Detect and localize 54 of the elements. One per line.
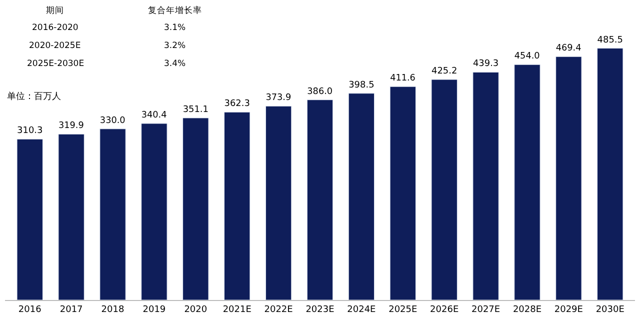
data-label: 425.2 bbox=[431, 66, 458, 77]
x-tick-label: 2026E bbox=[430, 304, 459, 315]
x-tick-label: 2027E bbox=[471, 304, 500, 315]
x-tick-label: 2022E bbox=[264, 304, 294, 315]
x-tick-label: 2025E bbox=[388, 304, 418, 315]
annotation: 2025E-2030E bbox=[27, 59, 84, 69]
x-tick-label: 2029E bbox=[554, 304, 584, 315]
data-label: 411.6 bbox=[390, 74, 416, 84]
data-label: 310.3 bbox=[17, 126, 43, 136]
bar bbox=[141, 123, 168, 300]
bar bbox=[431, 79, 458, 300]
data-label: 454.0 bbox=[514, 52, 540, 62]
annotation: 2020-2025E bbox=[29, 41, 81, 51]
bar bbox=[182, 118, 209, 300]
bar bbox=[306, 100, 334, 300]
data-label: 469.4 bbox=[556, 44, 582, 54]
x-tick-label: 2023E bbox=[306, 304, 335, 315]
bar bbox=[100, 128, 126, 300]
text: 3.1% bbox=[164, 23, 186, 33]
x-tick-label: 2016 bbox=[18, 304, 42, 315]
text: 复合年增长率 bbox=[148, 5, 202, 16]
data-label: 386.0 bbox=[307, 86, 333, 97]
data-label: 351.1 bbox=[182, 104, 209, 115]
x-tick-label: 2020 bbox=[184, 304, 208, 315]
data-label: 485.5 bbox=[597, 35, 623, 46]
bar bbox=[224, 112, 250, 300]
annotation: 3.4% bbox=[164, 59, 186, 69]
data-label: 319.9 bbox=[58, 121, 84, 132]
annotation: 3.2% bbox=[164, 41, 186, 51]
bar bbox=[472, 72, 499, 300]
data-label: 398.5 bbox=[348, 80, 374, 90]
x-tick-label: 2017 bbox=[60, 304, 83, 315]
data-label: 439.3 bbox=[472, 59, 499, 70]
data-label: 340.4 bbox=[141, 110, 168, 121]
x-tick-label: 2021E bbox=[222, 304, 252, 315]
bar bbox=[597, 48, 624, 300]
x-tick-label: 2019 bbox=[142, 304, 166, 315]
x-tick-label: 2028E bbox=[512, 304, 542, 315]
x-tick-label: 2030E bbox=[596, 304, 625, 315]
bar bbox=[58, 134, 84, 300]
data-label: 330.0 bbox=[100, 116, 126, 126]
data-label: 362.3 bbox=[224, 99, 250, 110]
bar bbox=[514, 64, 540, 300]
data-label: 373.9 bbox=[266, 93, 292, 104]
x-tick-label: 2018 bbox=[101, 304, 124, 315]
annotation: 单位：百万人 bbox=[7, 91, 61, 102]
text: 期间 bbox=[46, 5, 64, 16]
bar bbox=[16, 138, 43, 300]
bar bbox=[348, 93, 375, 300]
text: 2016-2020 bbox=[32, 23, 78, 33]
bar bbox=[265, 106, 292, 300]
bar bbox=[390, 86, 416, 300]
x-tick-label: 2024E bbox=[347, 304, 376, 315]
bar bbox=[556, 56, 582, 300]
